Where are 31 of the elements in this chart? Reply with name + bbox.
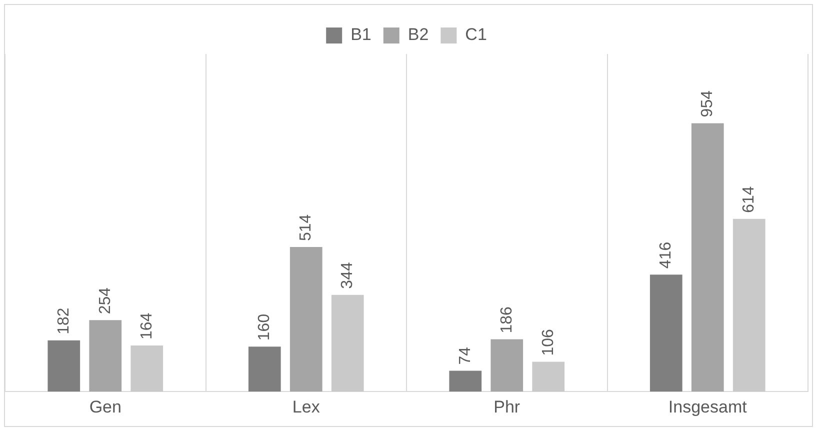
bar — [331, 294, 364, 392]
legend-label: B1 — [350, 25, 372, 44]
data-label: 416 — [658, 242, 675, 269]
data-label: 186 — [498, 306, 516, 334]
bar — [532, 362, 565, 392]
x-tick-label: Phr — [494, 397, 520, 416]
bar — [48, 340, 80, 392]
data-label: 254 — [96, 287, 114, 314]
x-tick-label: Insgesamt — [668, 397, 748, 416]
bar — [691, 123, 724, 392]
bar — [130, 345, 164, 392]
data-label: 344 — [339, 262, 356, 289]
bar — [248, 346, 281, 392]
data-label: 74 — [456, 346, 474, 365]
data-label: 182 — [55, 308, 72, 334]
bar — [732, 218, 766, 392]
bar — [290, 246, 322, 392]
bar — [449, 370, 482, 392]
data-label: 514 — [298, 214, 315, 241]
x-tick-label: Gen — [89, 397, 122, 416]
legend-label: B2 — [408, 25, 429, 44]
data-label: 160 — [256, 314, 274, 341]
bar — [650, 274, 682, 392]
data-label: 954 — [699, 90, 716, 118]
legend-label: C1 — [465, 25, 487, 44]
data-label: 164 — [138, 312, 156, 340]
data-label: 614 — [740, 186, 758, 213]
x-tick-label: Lex — [292, 397, 320, 416]
bar — [89, 320, 122, 392]
bar — [490, 339, 524, 392]
data-label: 106 — [540, 328, 557, 356]
